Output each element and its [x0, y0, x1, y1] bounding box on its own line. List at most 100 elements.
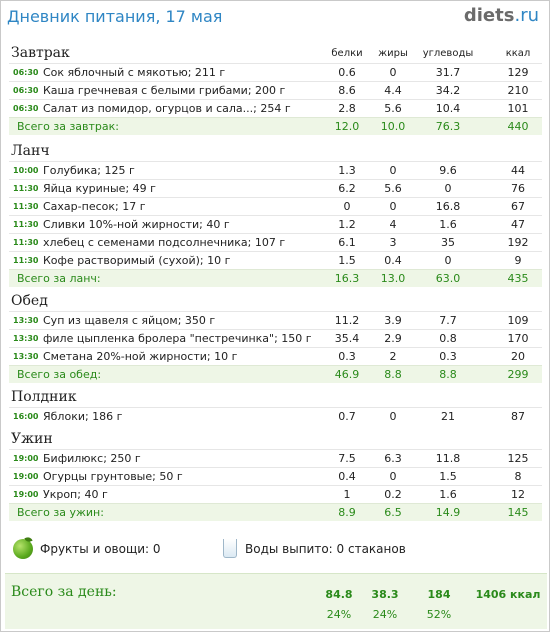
food-row[interactable]: 11:30 хлебец с семенами подсолнечника; 10… [9, 233, 542, 251]
meal-section: Ужин 19:00 Бифилюкс; 250 г 7.5 6.3 11.8 125 19:… [9, 429, 542, 521]
food-name: Бифилюкс; 250 г [43, 452, 141, 465]
food-fat: 0 [389, 470, 397, 483]
food-row[interactable]: 13:30 Сметана 20%-ной жирности; 10 г 0.3 2 0… [9, 347, 542, 365]
meal-total-label: Всего за ланч: [17, 272, 101, 285]
food-carbs: 1.5 [439, 470, 457, 483]
food-protein: 0.7 [338, 410, 356, 423]
food-fat: 2 [389, 350, 397, 363]
meal-total-kcal: 299 [507, 368, 529, 381]
food-fat: 3.9 [384, 314, 402, 327]
food-row[interactable]: 19:00 Бифилюкс; 250 г 7.5 6.3 11.8 125 [9, 449, 542, 467]
food-kcal: 20 [511, 350, 525, 363]
food-fat: 3 [389, 236, 397, 249]
food-kcal: 9 [514, 254, 522, 267]
food-name: Кофе растворимый (сухой); 10 г [43, 254, 231, 267]
meal-total-label: Всего за ужин: [17, 506, 104, 519]
meal-section: Обед 13:30 Суп из щавеля с яйцом; 350 г 11.… [9, 291, 542, 383]
food-carbs: 21 [441, 410, 455, 423]
day-total-label: Всего за день: [11, 584, 117, 600]
food-carbs: 10.4 [435, 102, 461, 115]
food-row[interactable]: 16:00 Яблоки; 186 г 0.7 0 21 87 [9, 407, 542, 425]
food-name: Сок яблочный с мякотью; 211 г [43, 66, 226, 79]
food-kcal: 67 [511, 200, 525, 213]
food-kcal: 129 [507, 66, 529, 79]
food-protein: 0 [343, 200, 351, 213]
food-carbs: 0.8 [439, 332, 457, 345]
food-fat: 0 [389, 200, 397, 213]
food-carbs: 0 [444, 254, 452, 267]
food-carbs: 0.3 [439, 350, 457, 363]
food-time: 16:00 [13, 412, 39, 421]
food-time: 06:30 [13, 104, 39, 113]
meal-total-carbs: 76.3 [435, 120, 461, 133]
food-protein: 1.3 [338, 164, 356, 177]
food-time: 06:30 [13, 68, 39, 77]
meal-total-protein: 16.3 [334, 272, 360, 285]
food-row[interactable]: 06:30 Сок яблочный с мякотью; 211 г 0.6 0 31… [9, 63, 542, 81]
food-row[interactable]: 11:30 Кофе растворимый (сухой); 10 г 1.5 0.… [9, 251, 542, 269]
meal-total-row: Всего за ланч: 16.3 13.0 63.0 435 [9, 269, 542, 287]
meal-total-carbs: 8.8 [439, 368, 457, 381]
meal-total-carbs: 63.0 [435, 272, 461, 285]
meal-header: Ужин [9, 429, 542, 449]
column-header-carbs: углеводы [422, 48, 474, 59]
food-name: Огурцы грунтовые; 50 г [43, 470, 183, 483]
meal-section: Ланч 10:00 Голубика; 125 г 1.3 0 9.6 44 11:30 Яй… [9, 141, 542, 287]
meal-total-fat: 13.0 [380, 272, 406, 285]
food-fat: 0 [389, 164, 397, 177]
food-row[interactable]: 06:30 Салат из помидор, огурцов и сала...… [9, 99, 542, 117]
food-carbs: 35 [441, 236, 455, 249]
food-row[interactable]: 06:30 Каша гречневая с белыми грибами; 20… [9, 81, 542, 99]
day-total-protein: 84.8 [325, 588, 353, 601]
food-fat: 0.2 [384, 488, 402, 501]
food-carbs: 1.6 [439, 218, 457, 231]
fruits-vegetables-count: Фрукты и овощи: 0 [40, 542, 161, 556]
food-kcal: 76 [511, 182, 525, 195]
logo-dot: . [514, 5, 521, 26]
food-name: филе цыпленка бролера "пестречинка"; 150… [43, 332, 312, 345]
food-protein: 6.2 [338, 182, 356, 195]
food-protein: 11.2 [334, 314, 360, 327]
food-time: 10:00 [13, 166, 39, 175]
meal-total-row: Всего за ужин: 8.9 6.5 14.9 145 [9, 503, 542, 521]
food-time: 06:30 [13, 86, 39, 95]
column-header-kcal: ккал [505, 48, 531, 59]
diets-logo[interactable]: diets.ru [464, 5, 539, 26]
food-kcal: 210 [507, 84, 529, 97]
meal-total-row: Всего за обед: 46.9 8.8 8.8 299 [9, 365, 542, 383]
food-kcal: 125 [507, 452, 529, 465]
meal-total-kcal: 440 [507, 120, 529, 133]
food-time: 11:30 [13, 220, 39, 229]
food-protein: 0.3 [338, 350, 356, 363]
food-kcal: 12 [511, 488, 525, 501]
food-row[interactable]: 13:30 филе цыпленка бролера "пестречинка"… [9, 329, 542, 347]
meal-total-protein: 46.9 [334, 368, 360, 381]
meal-total-label: Всего за обед: [17, 368, 102, 381]
day-total: Всего за день: 84.8 38.3 184 1406 ккал 2… [5, 573, 547, 629]
food-name: Укроп; 40 г [43, 488, 108, 501]
meal-total-fat: 8.8 [384, 368, 402, 381]
extras-row: Фрукты и овощи: 0 Воды выпито: 0 стакано… [9, 535, 542, 563]
logo-name: diets [463, 5, 515, 26]
food-row[interactable]: 19:00 Огурцы грунтовые; 50 г 0.4 0 1.5 8 [9, 467, 542, 485]
food-row[interactable]: 11:30 Сахар-песок; 17 г 0 0 16.8 67 [9, 197, 542, 215]
meal-title: Завтрак [11, 45, 70, 61]
meal-header: Полдник [9, 387, 542, 407]
food-row[interactable]: 13:30 Суп из щавеля с яйцом; 350 г 11.2 3.9… [9, 311, 542, 329]
day-total-kcal: 1406 ккал [475, 588, 541, 601]
food-name: хлебец с семенами подсолнечника; 107 г [43, 236, 286, 249]
food-time: 13:30 [13, 352, 39, 361]
food-row[interactable]: 11:30 Сливки 10%-ной жирности; 40 г 1.2 4 1.… [9, 215, 542, 233]
food-time: 11:30 [13, 256, 39, 265]
meal-total-carbs: 14.9 [435, 506, 461, 519]
meal-total-protein: 12.0 [334, 120, 360, 133]
food-row[interactable]: 10:00 Голубика; 125 г 1.3 0 9.6 44 [9, 161, 542, 179]
food-row[interactable]: 11:30 Яйца куриные; 49 г 6.2 5.6 0 76 [9, 179, 542, 197]
meal-title: Ужин [11, 431, 53, 447]
food-kcal: 101 [507, 102, 529, 115]
food-name: Яблоки; 186 г [43, 410, 123, 423]
food-fat: 4.4 [384, 84, 402, 97]
food-name: Суп из щавеля с яйцом; 350 г [43, 314, 216, 327]
food-row[interactable]: 19:00 Укроп; 40 г 1 0.2 1.6 12 [9, 485, 542, 503]
